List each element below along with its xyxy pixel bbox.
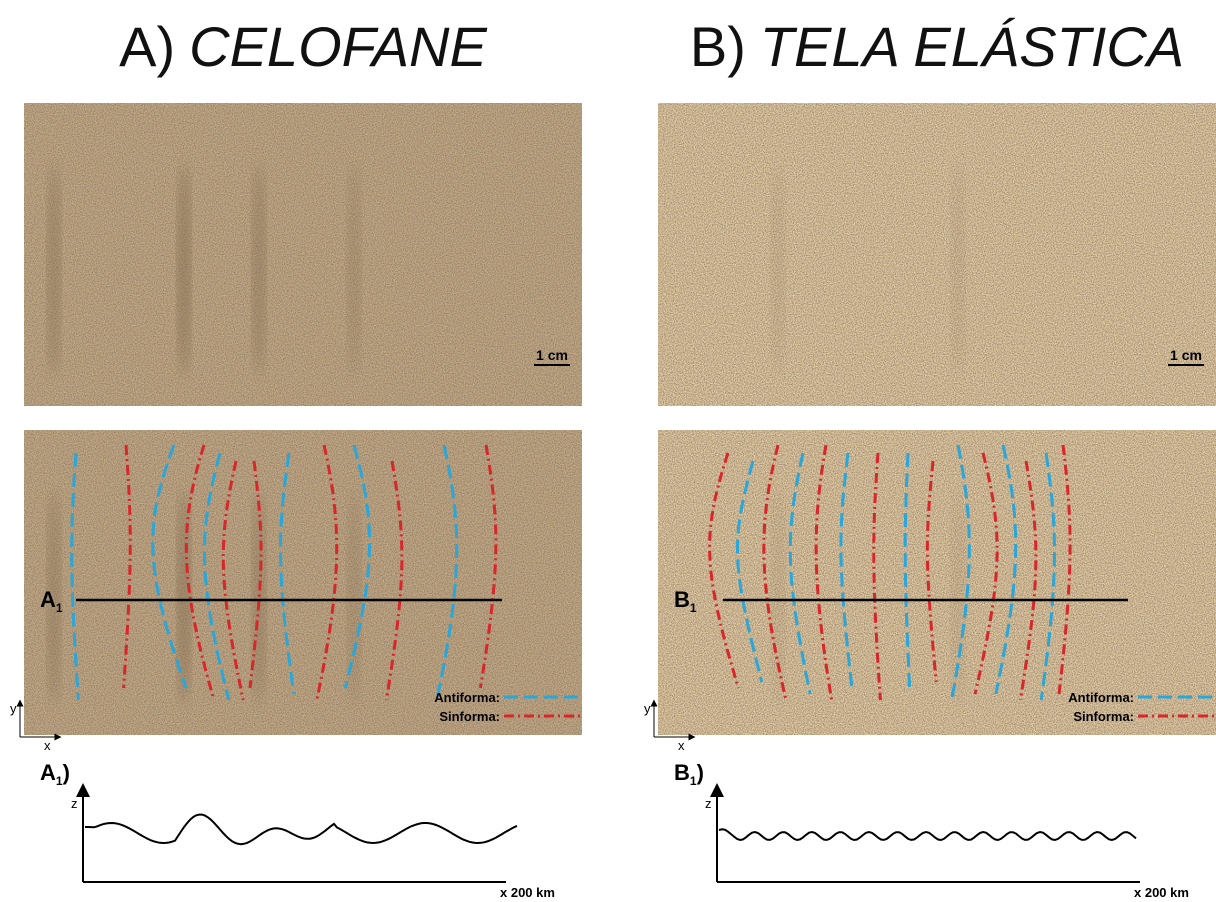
profile-label: B1) xyxy=(674,760,704,788)
profile-z-label: z xyxy=(705,796,712,811)
legend-synform: Sinforma: xyxy=(1073,709,1134,724)
title-prefix: A) xyxy=(119,15,175,78)
legend-antiform: Antiforma: xyxy=(434,690,500,705)
title-name: TELA ELÁSTICA xyxy=(760,15,1184,78)
orient-y-label: y xyxy=(644,701,651,716)
profile-x-label: x 200 km xyxy=(1134,885,1189,900)
profile-z-label: z xyxy=(71,796,78,811)
section-sub: 1 xyxy=(690,601,697,615)
scale-label: 1 cm xyxy=(1170,347,1202,363)
section-letter: A xyxy=(40,587,56,612)
orient-x-label: x xyxy=(678,738,685,753)
profile-letter: B xyxy=(674,760,690,785)
orient-x-label: x xyxy=(44,738,51,753)
title-prefix: B) xyxy=(690,15,746,78)
scale-label: 1 cm xyxy=(536,347,568,363)
panel-title: A)CELOFANE xyxy=(119,15,487,78)
figure: A)CELOFANE1 cmA1Antiforma:Sinforma:yxA1)… xyxy=(0,0,1216,902)
legend-synform: Sinforma: xyxy=(439,709,500,724)
orient-y-label: y xyxy=(10,701,17,716)
profile-close: ) xyxy=(63,760,70,785)
profile-x-label: x 200 km xyxy=(500,885,555,900)
profile-label: A1) xyxy=(40,760,70,788)
panel-title: B)TELA ELÁSTICA xyxy=(690,15,1184,78)
profile-curve xyxy=(85,815,517,845)
section-letter: B xyxy=(674,587,690,612)
title-name: CELOFANE xyxy=(189,15,487,78)
sand-grain xyxy=(24,103,582,406)
section-sub: 1 xyxy=(56,601,63,615)
sand-grain xyxy=(658,103,1216,406)
profile-letter: A xyxy=(40,760,56,785)
legend-antiform: Antiforma: xyxy=(1068,690,1134,705)
profile-close: ) xyxy=(697,760,704,785)
profile-curve xyxy=(719,829,1136,840)
